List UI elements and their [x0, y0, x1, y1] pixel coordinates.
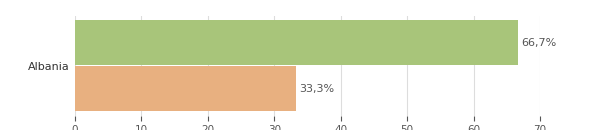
Bar: [75, 20, 518, 65]
Text: 66,7%: 66,7%: [521, 38, 557, 48]
Bar: [75, 66, 296, 111]
Text: 33,3%: 33,3%: [299, 84, 335, 94]
